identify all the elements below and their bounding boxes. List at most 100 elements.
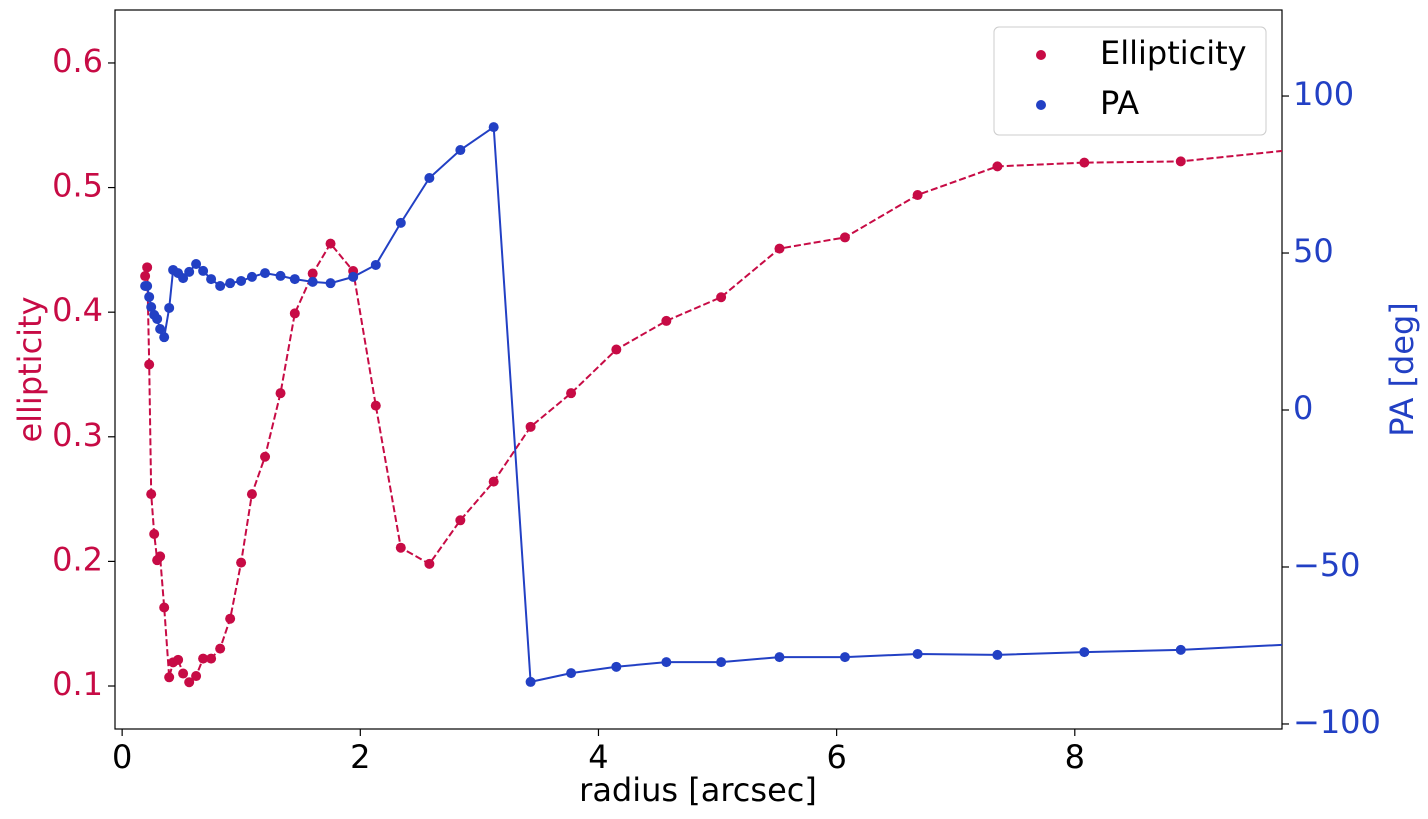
legend-box [993,26,1267,136]
data-point [611,661,622,672]
data-point [246,271,257,282]
series-line [144,149,1282,684]
data-point [395,542,406,553]
data-point [488,476,499,487]
data-point [159,602,170,613]
y-tick-label: 0.1 [52,665,103,703]
data-point [260,268,271,279]
data-point [142,280,153,291]
y2-tick-label: 0 [1293,389,1313,427]
data-point [325,238,336,249]
data-point [1079,157,1090,168]
data-point [236,557,247,568]
data-point [215,643,226,654]
y2-tick-label: 100 [1293,75,1354,113]
data-point [716,292,727,303]
y-tick-label: 0.3 [52,416,103,454]
plot-area [140,122,1294,688]
data-point [184,266,195,277]
data-point [289,274,300,285]
data-point [839,652,850,663]
data-point [164,302,175,313]
data-point [289,308,300,319]
data-point [184,677,195,688]
data-point [566,668,577,679]
x-tick-label: 4 [588,738,608,776]
data-point [307,276,318,287]
data-point [152,313,163,324]
data-point [1175,644,1186,655]
y2-tick-label: −100 [1293,703,1381,741]
y-tick-label: 0.4 [52,291,103,329]
data-point [178,273,189,284]
plot-frame [114,9,1283,730]
legend-label: PA [1100,84,1139,122]
data-point [140,271,151,282]
data-point [774,243,785,254]
data-point [144,359,155,370]
data-point [146,302,157,313]
data-point [424,558,435,569]
series-line [145,125,1282,684]
data-point [1284,145,1294,155]
data-point [566,388,577,399]
data-point [525,676,536,687]
data-point [525,421,536,432]
data-point [424,172,435,183]
data-point [661,315,672,326]
data-point [198,265,209,276]
y2-tick-label: −50 [1293,546,1361,584]
data-point [275,388,286,399]
data-point [716,657,727,668]
y2-tick-label: 50 [1293,232,1334,270]
data-point [912,190,923,201]
data-point [348,271,359,282]
data-point [155,551,166,562]
data-point [307,268,318,279]
data-point [215,280,226,291]
data-point [206,653,217,664]
data-point [142,262,153,273]
data-point [395,217,406,228]
data-point [1079,647,1090,658]
data-point [236,275,247,286]
y-tick-label: 0.2 [52,540,103,578]
data-point [164,672,175,683]
legend-label: Ellipticity [1100,34,1247,72]
x-axis-label: radius [arcsec] [579,771,817,809]
data-point [1175,156,1186,167]
y-tick-label: 0.6 [52,42,103,80]
data-point [260,451,271,462]
data-point [661,657,672,668]
legend-marker [1036,100,1046,110]
data-point [191,259,202,270]
data-point [488,122,499,133]
data-point [370,400,381,411]
x-tick-label: 6 [826,738,846,776]
data-point [611,344,622,355]
data-point [144,291,155,302]
y-axis-label: ellipticity [11,296,49,442]
data-point [246,489,257,500]
data-point [173,654,184,665]
legend-marker [1036,50,1046,60]
data-point [992,649,1003,660]
x-tick-label: 2 [350,738,370,776]
data-point [159,332,170,343]
data-point [1284,640,1294,650]
y-tick-label: 0.5 [52,167,103,205]
data-point [198,653,209,664]
data-point [774,652,785,663]
data-point [455,145,466,156]
data-point [155,323,166,334]
data-point [370,259,381,270]
data-point [191,671,202,682]
x-tick-label: 0 [112,738,132,776]
data-point [325,278,336,289]
data-point [178,668,189,679]
data-point [149,528,160,539]
data-point [225,613,236,624]
data-point [912,648,923,659]
data-point [225,278,236,289]
